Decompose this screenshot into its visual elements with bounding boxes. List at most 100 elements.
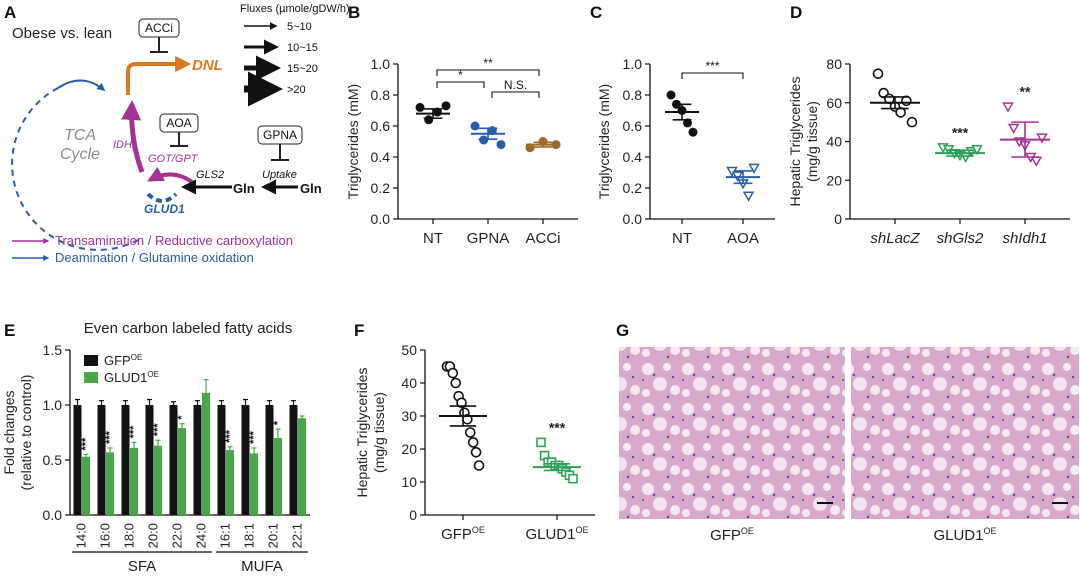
data-point — [447, 367, 459, 379]
significance-label: *** — [705, 59, 719, 73]
panel-letter-f: F — [354, 321, 364, 340]
x-tick-label: 22:1 — [289, 523, 304, 548]
bar — [250, 453, 258, 515]
chart-title: Even carbon labeled fatty acids — [84, 320, 292, 337]
significance-bracket — [681, 72, 744, 79]
bar — [130, 447, 138, 515]
y-tick-label: 50 — [401, 342, 417, 358]
gln-extracellular-label: Gln — [300, 181, 322, 196]
bar — [145, 405, 154, 515]
bar — [226, 450, 234, 515]
y-axis-title: Hepatic Triglycerides — [787, 77, 803, 207]
x-tick-label: GFPOE — [441, 525, 485, 543]
panel-letter-e: E — [4, 321, 15, 340]
y-axis-title: Triglycerides (mM) — [345, 84, 361, 199]
x-tick-label: 18:1 — [241, 523, 256, 548]
data-point — [496, 140, 506, 150]
y-tick-label: 40 — [401, 375, 417, 391]
x-tick-label: 22:0 — [169, 523, 184, 548]
deamination-legend-label: Deamination / Glutamine oxidation — [55, 250, 254, 265]
y-axis-title: Triglycerides (mM) — [596, 84, 612, 199]
bar — [97, 405, 106, 515]
y-tick-label: 20 — [401, 441, 417, 457]
bar — [265, 405, 274, 515]
data-point — [424, 115, 434, 125]
y-tick-label: 80 — [826, 56, 842, 72]
deamination-arrow-icon — [57, 79, 106, 92]
panel-letter-g: G — [616, 321, 629, 340]
significance-label: *** — [549, 419, 566, 435]
significance-bracket — [436, 69, 540, 76]
y-axis-title: (mg/g tissue) — [804, 101, 820, 182]
panel-letter-b: B — [348, 3, 360, 22]
gls2-label: GLS2 — [196, 169, 224, 181]
bar — [274, 438, 282, 515]
group-label: MUFA — [241, 558, 283, 575]
y-axis-title: Hepatic Triglycerides — [354, 368, 370, 498]
flux-legend-label: 5~10 — [287, 21, 312, 33]
significance-label: * — [176, 415, 188, 420]
y-tick-label: 0 — [409, 507, 417, 523]
data-point — [456, 397, 467, 409]
data-point — [666, 90, 676, 100]
x-tick-label: 24:0 — [193, 523, 208, 548]
bar — [289, 405, 298, 515]
y-tick-label: 60 — [826, 95, 842, 111]
panel-letter-a: A — [4, 3, 16, 22]
data-point — [467, 437, 479, 448]
histology-caption-gfp: GFPOE — [710, 526, 754, 544]
transamination-arrow-icon — [147, 166, 194, 184]
chart-f: 0 10 20 30 40 50 Hepatic Triglycerides (mg/g ti… — [354, 342, 595, 543]
legend-label: GLUD1OE — [104, 370, 159, 385]
bar — [202, 392, 210, 515]
significance-label: *** — [104, 430, 116, 444]
chart-c: 0.0 0.2 0.4 0.6 0.8 1.0 Triglycerides (mM) NT AO… — [596, 56, 775, 247]
y-tick-label: 0.6 — [623, 118, 643, 134]
legend-swatch — [84, 372, 98, 383]
bar — [217, 405, 226, 515]
x-tick-label: 14:0 — [73, 523, 88, 548]
panel-letter-c: C — [590, 3, 602, 22]
gln-intracellular-label: Gln — [233, 181, 255, 196]
significance-label: ** — [483, 56, 493, 70]
flux-legend: 5~10 10~15 15~20 >20 — [244, 21, 318, 107]
data-point — [971, 145, 983, 156]
y-tick-label: 40 — [826, 134, 842, 150]
histology-caption-glud1: GLUD1OE — [933, 526, 996, 544]
data-point — [1036, 133, 1048, 144]
x-tick-label: 20:0 — [145, 523, 160, 548]
x-tick-label: AOA — [727, 230, 759, 247]
gpna-label: GPNA — [263, 128, 297, 142]
data-point — [568, 473, 578, 484]
data-point — [415, 102, 425, 112]
data-point — [473, 460, 485, 471]
data-point — [742, 191, 755, 202]
y-axis-title: Fold changes — [1, 390, 17, 474]
panel-letter-d: D — [790, 3, 802, 22]
transamination-legend-label: Transamination / Reductive carboxylation — [55, 233, 293, 248]
x-tick-label: NT — [423, 230, 443, 247]
y-tick-label: 0 — [834, 211, 842, 227]
x-tick-label: GPNA — [467, 230, 510, 247]
data-point — [1030, 156, 1043, 167]
tca-label: TCA — [64, 127, 96, 144]
bar — [241, 405, 250, 515]
significance-bracket — [436, 81, 485, 88]
y-tick-label: 1.0 — [371, 56, 391, 72]
x-tick-label: shIdh1 — [1002, 230, 1047, 247]
data-point — [470, 446, 482, 458]
y-tick-label: 0.0 — [623, 211, 643, 227]
dnl-label: DNL — [192, 57, 223, 74]
group-label: SFA — [128, 558, 156, 575]
chart-b: 0.0 0.2 0.4 0.6 0.8 1.0 Triglycerides (mM) NT GP… — [345, 56, 578, 247]
data-point — [441, 101, 451, 111]
x-tick-label: NT — [672, 230, 692, 247]
x-tick-label: 16:1 — [217, 523, 232, 548]
y-tick-label: 0.5 — [43, 452, 63, 468]
significance-label: *** — [152, 423, 164, 437]
data-point — [731, 171, 744, 182]
data-point — [959, 152, 972, 164]
histology-image-gfp — [619, 347, 845, 519]
